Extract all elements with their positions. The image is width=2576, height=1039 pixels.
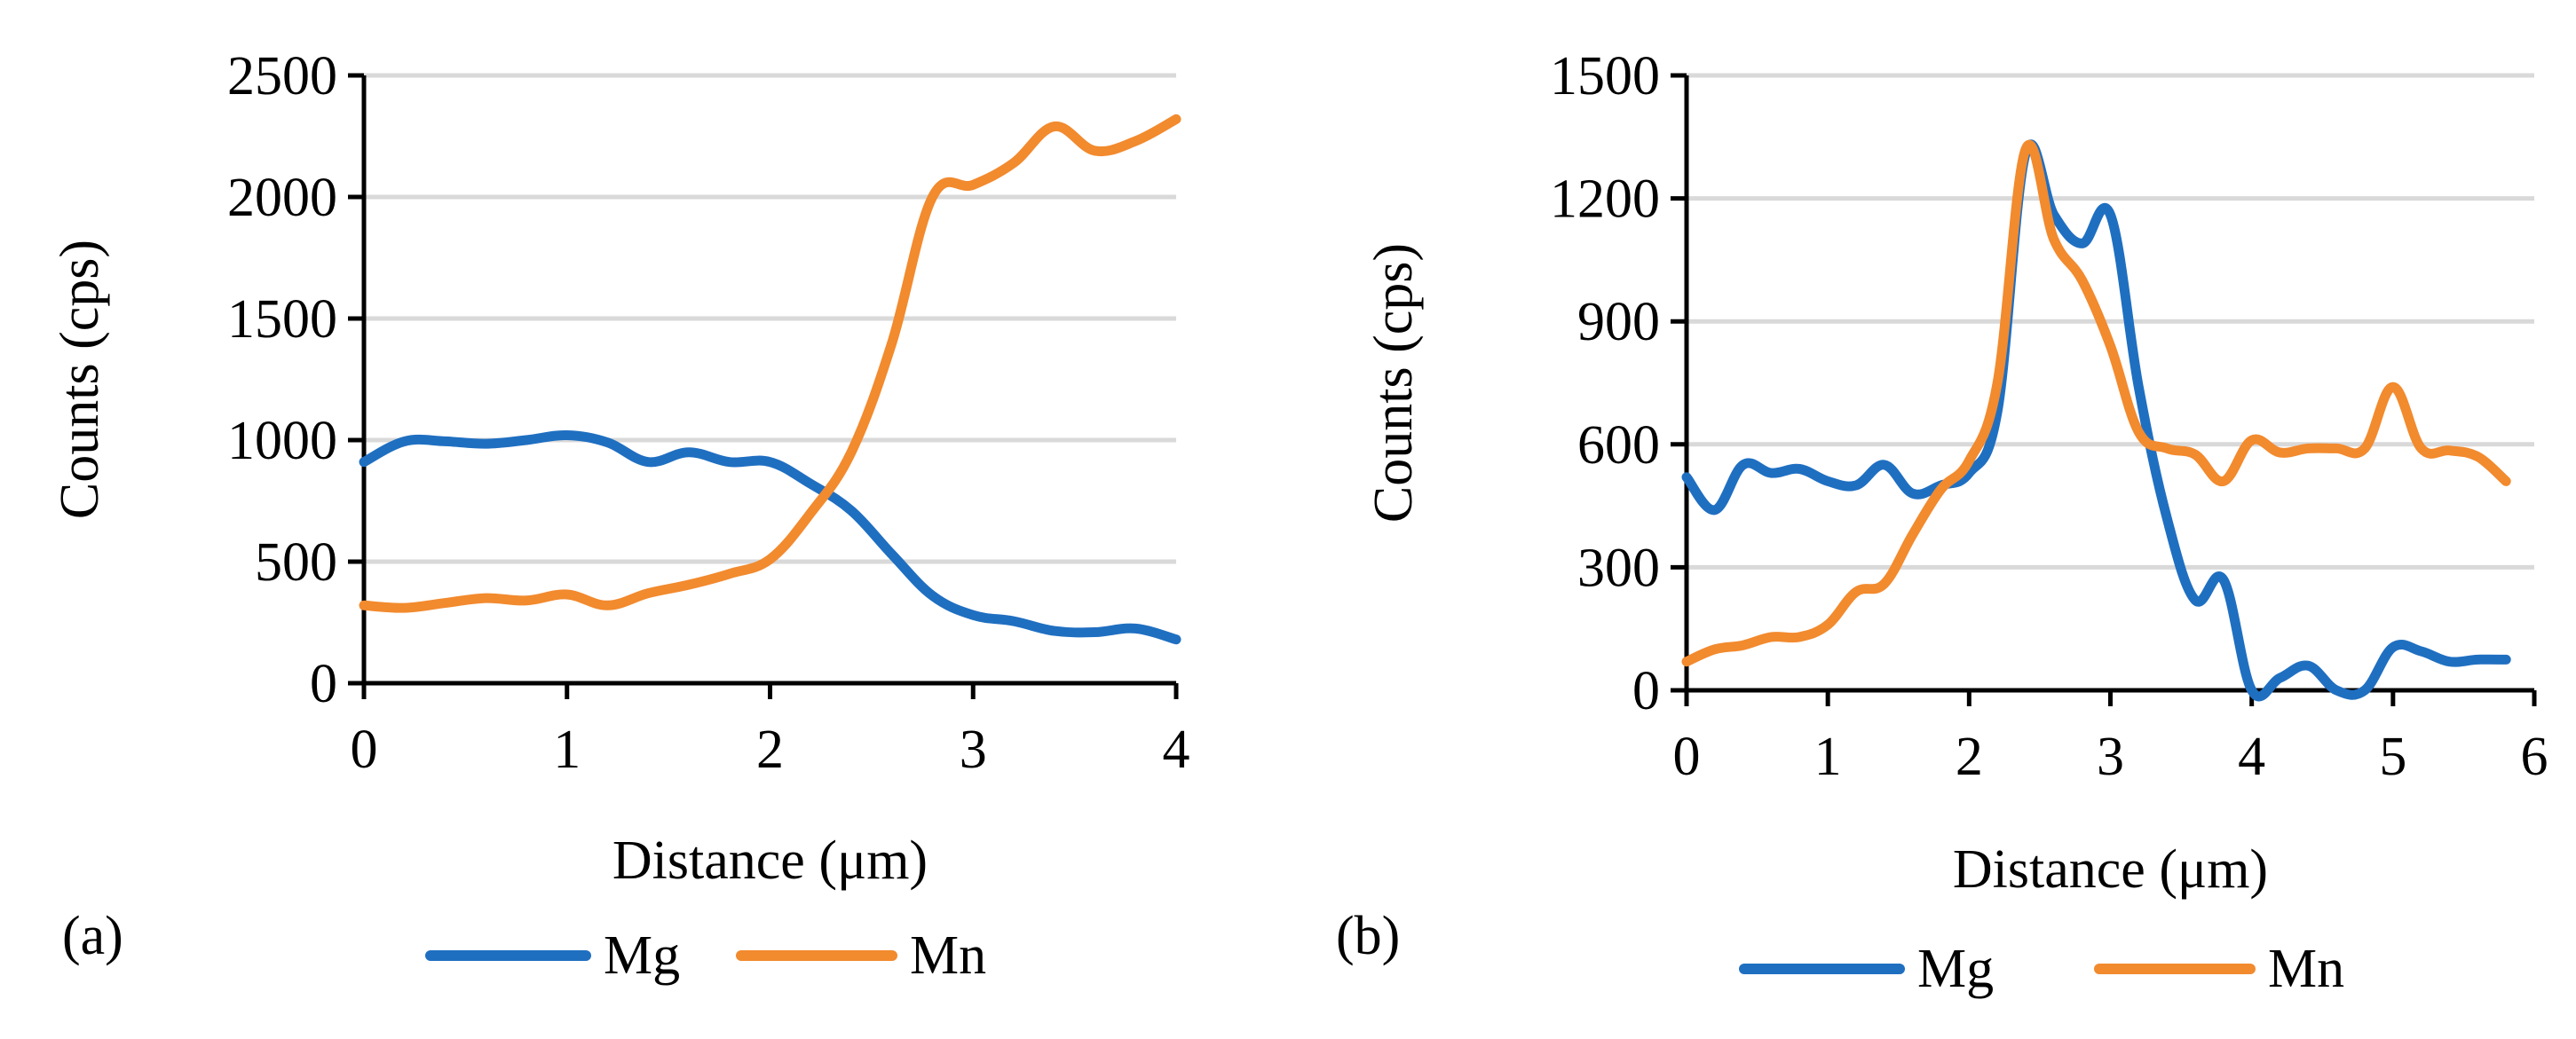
y-tick-label: 1000 (227, 411, 337, 471)
y-axis-title: Counts (cps) (50, 240, 110, 519)
y-tick-label: 500 (255, 532, 337, 593)
x-tick-label: 1 (553, 720, 581, 780)
y-tick-label: 1500 (227, 289, 337, 350)
x-tick-label: 3 (2097, 727, 2124, 787)
y-axis-title: Counts (cps) (1363, 243, 1424, 523)
chart-panel-b: 0 300 600 900 1200 1500 0 1 2 3 4 5 6 Distance (μm) Co… (1336, 46, 2548, 999)
y-tick-label: 0 (310, 654, 337, 714)
x-tick-label: 1 (1814, 727, 1842, 787)
series-line-mn (1681, 139, 2511, 667)
y-tick-label: 2500 (227, 46, 337, 106)
x-tick-label: 4 (1163, 720, 1190, 780)
chart-panel-a: 0 500 1000 1500 2000 2500 0 1 2 3 4 Distance (μm) Co… (50, 46, 1190, 986)
legend-label-mn: Mn (910, 925, 986, 986)
x-tick-label: 3 (960, 720, 987, 780)
x-axis-title: Distance (μm) (1953, 839, 2268, 900)
series-line-mg (359, 429, 1181, 645)
x-tick-label: 6 (2521, 727, 2548, 787)
x-axis-title: Distance (μm) (612, 830, 928, 891)
y-tick-label: 1500 (1550, 46, 1660, 106)
x-tick-label: 0 (351, 720, 378, 780)
y-tick-label: 900 (1577, 292, 1660, 352)
panel-label: (a) (62, 906, 123, 966)
legend-label-mg: Mg (604, 925, 680, 986)
legend-label-mn: Mn (2268, 939, 2344, 999)
y-tick-label: 300 (1577, 538, 1660, 598)
x-tick-label: 0 (1673, 727, 1701, 787)
y-tick-label: 0 (1632, 661, 1660, 721)
panel-label: (b) (1336, 906, 1400, 966)
x-tick-label: 5 (2379, 727, 2406, 787)
series-line-mn (359, 114, 1181, 613)
x-tick-label: 2 (1956, 727, 1983, 787)
y-tick-label: 2000 (227, 168, 337, 228)
series-line-mg (1681, 139, 2511, 702)
x-tick-label: 2 (756, 720, 784, 780)
x-tick-label: 4 (2238, 727, 2265, 787)
legend-label-mg: Mg (1917, 939, 1994, 999)
y-tick-label: 600 (1577, 415, 1660, 476)
y-tick-label: 1200 (1550, 169, 1660, 230)
